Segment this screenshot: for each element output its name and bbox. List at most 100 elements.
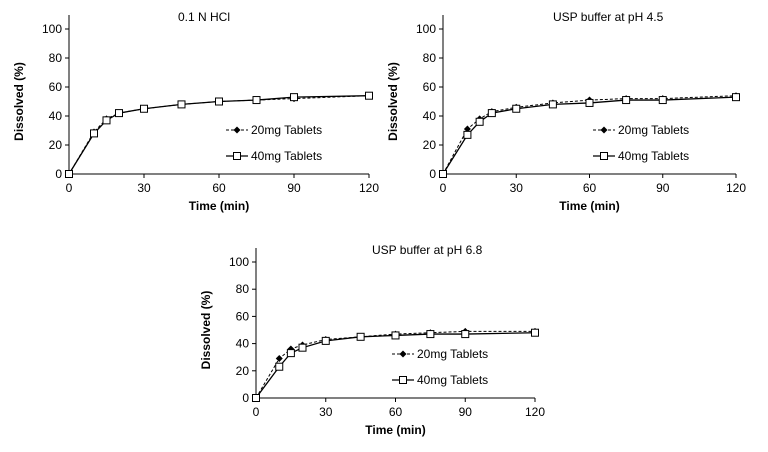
legend-label: 40mg Tablets [417, 373, 488, 387]
x-tick-label: 30 [510, 181, 524, 195]
data-point-square [298, 343, 307, 352]
x-axis-label: Time (min) [365, 423, 425, 437]
data-point-square [391, 331, 400, 340]
y-tick-label: 100 [42, 22, 62, 36]
data-point-square [365, 91, 373, 100]
y-axis-label: Dissolved (%) [199, 291, 213, 370]
data-point-square [622, 96, 631, 105]
y-tick-label: 60 [423, 80, 437, 94]
y-tick-label: 40 [49, 109, 63, 123]
y-tick-label: 0 [429, 167, 436, 181]
y-tick-label: 20 [423, 138, 437, 152]
x-tick-label: 90 [287, 181, 301, 195]
y-axis-label: Dissolved (%) [386, 62, 400, 141]
y-tick-label: 40 [423, 109, 437, 123]
x-tick-label: 90 [459, 405, 473, 419]
series-line-2 [255, 332, 536, 399]
data-point-square [65, 170, 73, 178]
data-point-square [275, 362, 284, 371]
chart-1: 0 20 40 60 80 100 0 30 60 90 120 0.1 N HCl Time (min… [12, 10, 379, 213]
data-point-square [487, 109, 496, 118]
data-point-square [215, 97, 223, 106]
x-tick-label: 0 [440, 181, 447, 195]
chart-title: USP buffer at pH 4.5 [553, 10, 664, 24]
data-point-square [115, 109, 123, 118]
data-point-square [90, 129, 98, 138]
y-tick-label: 80 [423, 51, 437, 65]
data-point-square [426, 330, 435, 339]
data-point-square [356, 332, 365, 341]
x-tick-label: 0 [253, 405, 260, 419]
data-point-square [290, 93, 298, 102]
data-point-square [531, 328, 539, 337]
legend-label: 20mg Tablets [417, 347, 488, 361]
y-tick-label: 80 [236, 282, 250, 296]
data-point-square [321, 336, 330, 345]
y-axis-label: Dissolved (%) [12, 62, 26, 141]
y-tick-label: 100 [416, 22, 436, 36]
y-tick-label: 80 [49, 51, 63, 65]
y-tick-label: 100 [229, 255, 249, 269]
legend-marker-square [600, 152, 608, 160]
series-line-1 [442, 95, 737, 175]
y-tick-label: 20 [236, 364, 250, 378]
data-point-square [585, 98, 594, 107]
legend-marker-square [233, 152, 241, 160]
series-line-2 [442, 96, 737, 175]
x-tick-label: 0 [66, 181, 73, 195]
legend-label: 40mg Tablets [618, 149, 689, 163]
chart-3: 0 20 40 60 80 100 0 30 60 90 120 USP buffer at pH 6… [199, 243, 545, 437]
series-line-1 [68, 95, 370, 175]
legend-label: 20mg Tablets [618, 123, 689, 137]
data-point-square [252, 96, 261, 105]
data-point-square [732, 93, 740, 102]
data-point-square [548, 100, 557, 109]
chart-title: USP buffer at pH 6.8 [372, 243, 483, 257]
x-tick-label: 30 [137, 181, 151, 195]
x-tick-label: 60 [583, 181, 597, 195]
x-tick-label: 90 [656, 181, 670, 195]
x-tick-label: 30 [319, 405, 333, 419]
legend-entry: 40mg Tablets [392, 373, 488, 387]
y-tick-label: 60 [236, 309, 250, 323]
data-point-square [512, 104, 521, 113]
x-tick-label: 120 [359, 181, 379, 195]
data-point-square [439, 170, 447, 178]
data-point-square [475, 117, 484, 126]
x-tick-label: 120 [726, 181, 746, 195]
legend-marker-square [399, 376, 407, 384]
legend-entry: 20mg Tablets [392, 347, 488, 361]
data-point-square [140, 104, 148, 113]
chart-title: 0.1 N HCl [178, 10, 230, 24]
x-tick-label: 120 [525, 405, 545, 419]
legend-marker-diamond [233, 126, 241, 134]
y-tick-label: 20 [49, 138, 63, 152]
legend-entry: 20mg Tablets [593, 123, 689, 137]
data-point-square [252, 394, 260, 402]
y-tick-label: 40 [236, 337, 250, 351]
x-tick-label: 60 [212, 181, 226, 195]
data-point-diamond [463, 125, 471, 133]
y-tick-label: 0 [242, 391, 249, 405]
chart-2: 0 20 40 60 80 100 0 30 60 90 120 USP buffer at pH 4… [386, 10, 746, 213]
legend-entry: 40mg Tablets [593, 149, 689, 163]
data-point-square [102, 116, 111, 125]
data-point-square [286, 349, 295, 358]
legend-marker-diamond [399, 350, 407, 358]
y-tick-label: 60 [49, 80, 63, 94]
data-point-square [177, 100, 186, 109]
legend-label: 40mg Tablets [251, 149, 322, 163]
legend-entry: 40mg Tablets [226, 149, 322, 163]
data-point-square [461, 330, 470, 339]
series-line-1 [255, 330, 535, 399]
legend-label: 20mg Tablets [251, 123, 322, 137]
data-point-square [658, 96, 667, 105]
x-axis-label: Time (min) [559, 199, 619, 213]
data-point-diamond [275, 355, 283, 363]
x-axis-label: Time (min) [189, 199, 249, 213]
legend-marker-diamond [600, 126, 608, 134]
x-tick-label: 60 [389, 405, 403, 419]
y-tick-label: 0 [55, 167, 62, 181]
legend-entry: 20mg Tablets [226, 123, 322, 137]
